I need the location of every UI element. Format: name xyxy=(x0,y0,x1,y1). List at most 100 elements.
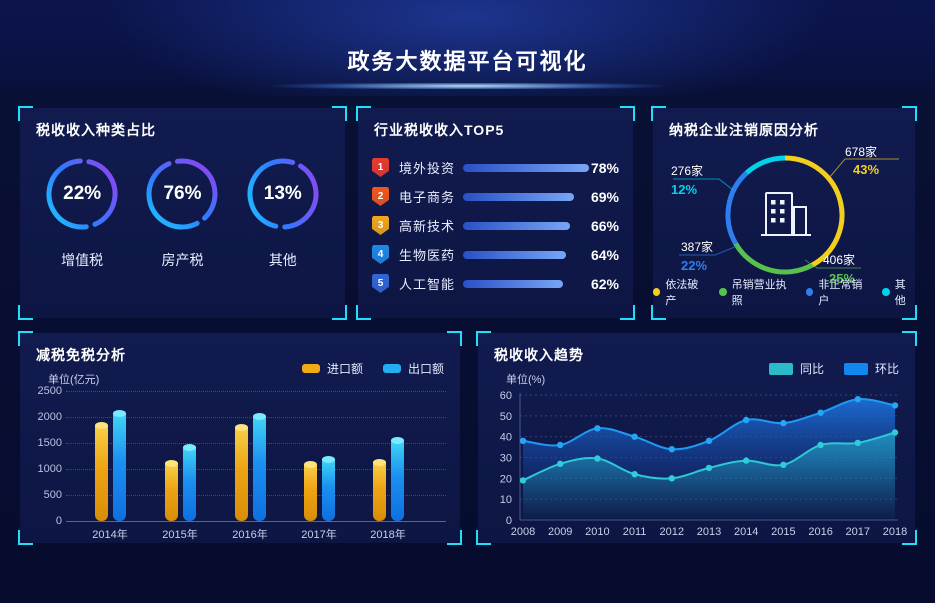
data-point xyxy=(557,460,564,467)
corner-bracket xyxy=(18,331,33,346)
legend-item[interactable]: 进口额 xyxy=(301,360,363,377)
industry-percent: 62% xyxy=(590,275,619,292)
industry-bar xyxy=(462,250,566,259)
data-point xyxy=(668,475,675,482)
data-point xyxy=(817,441,824,449)
legend-item[interactable]: 其他 xyxy=(882,276,915,308)
rank-shield-badge: 5 xyxy=(372,274,389,293)
legend-item[interactable]: 出口额 xyxy=(382,360,444,377)
data-point xyxy=(891,429,899,436)
industry-bar-track xyxy=(462,192,591,201)
legend-label: 同比 xyxy=(799,362,824,376)
pie-percent-label: 12% xyxy=(671,182,698,197)
pie-count-label: 387家 xyxy=(681,240,714,254)
building-icon xyxy=(761,192,811,236)
pie-percent-label: 43% xyxy=(853,162,880,177)
pie-segment xyxy=(784,155,845,268)
donut-value: 76% xyxy=(163,183,202,204)
legend-item[interactable]: 同比 xyxy=(768,360,824,377)
gridline xyxy=(66,391,446,392)
panel-cancellation: 纳税企业注销原因分析 678家 43% 406家 25% 387家 22% 276家 12% … xyxy=(651,106,917,320)
bar-cap xyxy=(373,459,386,466)
pie-segment xyxy=(733,242,814,275)
legend-label: 依法破产 xyxy=(665,279,699,307)
bar-cap xyxy=(322,456,335,463)
donut-label: 增值税 xyxy=(61,252,104,268)
data-point xyxy=(631,433,638,440)
x-axis-label: 2017 xyxy=(846,526,870,538)
donut-row: 22% 增值税 76% 房产税 13% 其他 xyxy=(20,152,345,270)
x-axis-label: 2011 xyxy=(623,526,647,538)
reduction-legend: 进口额 出口额 xyxy=(301,360,444,377)
panel-trend: 税收收入趋势 同比 环比 单位(%) 0 10 20 30 40 50 60 2008 2009 2… xyxy=(476,331,917,545)
reduction-unit-label: 单位(亿元) xyxy=(48,374,100,386)
legend-label: 环比 xyxy=(874,362,899,376)
donut-col: 13% 其他 xyxy=(241,152,325,270)
y-axis-tick: 60 xyxy=(500,390,512,402)
y-axis-tick: 30 xyxy=(500,453,512,465)
industry-label: 境外投资 xyxy=(399,161,456,176)
bar-cap xyxy=(253,413,266,420)
x-axis-label: 2015年 xyxy=(162,529,198,541)
corner-bracket xyxy=(332,106,347,121)
bar-group xyxy=(95,410,126,521)
x-axis-label: 2008 xyxy=(511,526,535,538)
corner-bracket xyxy=(476,530,491,545)
x-axis-label: 2014 xyxy=(734,526,758,538)
industry-percent: 69% xyxy=(590,188,619,205)
legend-item[interactable]: 依法破产 xyxy=(653,276,706,308)
bar xyxy=(373,459,386,521)
pie-label-line xyxy=(679,245,738,256)
industry-label: 高新技术 xyxy=(399,219,456,234)
y-axis-tick: 0 xyxy=(55,515,62,527)
legend-item[interactable]: 非正常销户 xyxy=(805,276,869,308)
top5-row: 2 电子商务 69% xyxy=(358,182,633,211)
legend-label: 非正常销户 xyxy=(818,279,863,307)
pie-label-line xyxy=(804,259,861,269)
legend-label: 进口额 xyxy=(326,362,363,376)
page-title: 政务大数据平台可视化 xyxy=(347,49,588,74)
corner-bracket xyxy=(620,106,635,121)
data-point xyxy=(668,446,675,453)
y-axis-tick: 20 xyxy=(500,473,512,485)
panel-reduction-title: 减税免税分析 xyxy=(36,347,126,363)
pie-label-line xyxy=(673,178,734,191)
corner-bracket xyxy=(18,305,33,320)
x-axis-label: 2016年 xyxy=(232,529,268,541)
data-point xyxy=(854,396,861,403)
bar-cap xyxy=(391,437,404,444)
y-axis-tick: 0 xyxy=(506,515,512,527)
legend-label: 吊销营业执照 xyxy=(731,279,787,307)
corner-bracket xyxy=(476,331,491,346)
industry-percent: 78% xyxy=(590,159,619,176)
pie-segment xyxy=(744,155,786,175)
legend-swatch-icon xyxy=(768,362,793,375)
top5-row: 5 人工智能 62% xyxy=(358,269,633,298)
x-axis-label: 2012 xyxy=(660,526,684,538)
pie-count-label: 406家 xyxy=(823,253,856,267)
area-tongbi xyxy=(523,432,895,520)
legend-item[interactable]: 吊销营业执照 xyxy=(719,276,793,308)
legend-dot-icon xyxy=(805,288,814,296)
data-point xyxy=(631,471,638,478)
pie-count-label: 678家 xyxy=(845,145,878,159)
corner-bracket xyxy=(447,331,462,346)
industry-percent: 66% xyxy=(590,217,619,234)
data-point xyxy=(705,437,713,444)
pie-percent-label: 22% xyxy=(681,258,708,273)
bar-group xyxy=(373,437,404,521)
corner-bracket xyxy=(651,106,666,121)
trend-unit-label: 单位(%) xyxy=(506,374,546,386)
bar-cap xyxy=(165,460,178,467)
donut-col: 76% 房产税 xyxy=(140,152,224,270)
panel-industry-top5: 行业税收收入TOP5 1 境外投资 78% 2 电子商务 69% 3 高新技术 66% 4 生物医药… xyxy=(356,106,635,320)
page-header: 政务大数据平台可视化 xyxy=(0,0,935,96)
bar xyxy=(391,437,404,521)
panel-cancellation-title: 纳税企业注销原因分析 xyxy=(669,122,819,138)
legend-item[interactable]: 环比 xyxy=(843,360,899,377)
bar-cap xyxy=(95,422,108,429)
corner-bracket xyxy=(332,305,347,320)
donut-col: 22% 增值税 xyxy=(40,152,124,270)
corner-bracket xyxy=(18,106,33,121)
bar xyxy=(113,410,126,521)
